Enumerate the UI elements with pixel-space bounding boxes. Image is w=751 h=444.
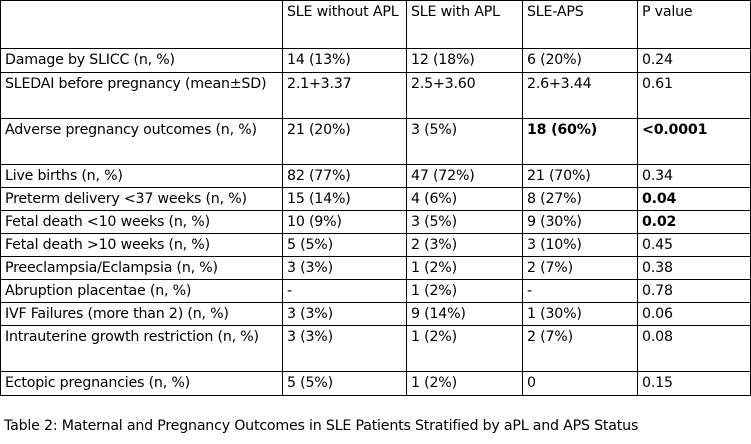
cell-sle-with-apl: 2.5+3.60 (406, 72, 523, 119)
cell-sle-without-apl: 82 (77%) (282, 164, 407, 188)
table-header-row: SLE without APL SLE with APL SLE-APS P v… (0, 0, 751, 49)
row-label: Intrauterine growth restriction (n, %) (0, 325, 283, 372)
header-cell-sle-aps: SLE-APS (522, 0, 638, 49)
header-cell-empty (0, 0, 283, 49)
row-label: Fetal death >10 weeks (n, %) (0, 233, 283, 257)
row-label: Preeclampsia/Eclampsia (n, %) (0, 256, 283, 280)
table-row: IVF Failures (more than 2) (n, %) 3 (3%)… (0, 302, 751, 326)
cell-p-value: 0.15 (637, 371, 751, 396)
cell-sle-without-apl: 2.1+3.37 (282, 72, 407, 119)
table-row: Intrauterine growth restriction (n, %) 3… (0, 325, 751, 372)
cell-sle-with-apl: 9 (14%) (406, 302, 523, 326)
cell-p-value: 0.78 (637, 279, 751, 303)
cell-p-value: 0.02 (637, 210, 751, 234)
cell-sle-without-apl: 3 (3%) (282, 325, 407, 372)
cell-sle-without-apl: 14 (13%) (282, 48, 407, 73)
cell-sle-without-apl: 15 (14%) (282, 187, 407, 211)
cell-sle-without-apl: 10 (9%) (282, 210, 407, 234)
table-row: Abruption placentae (n, %) - 1 (2%) - 0.… (0, 279, 751, 303)
cell-sle-aps: 8 (27%) (522, 187, 638, 211)
cell-sle-with-apl: 47 (72%) (406, 164, 523, 188)
cell-sle-without-apl: 5 (5%) (282, 233, 407, 257)
cell-sle-aps: 1 (30%) (522, 302, 638, 326)
outcomes-table: SLE without APL SLE with APL SLE-APS P v… (0, 0, 751, 396)
header-cell-sle-without-apl: SLE without APL (282, 0, 407, 49)
cell-p-value: 0.45 (637, 233, 751, 257)
cell-sle-without-apl: 5 (5%) (282, 371, 407, 396)
cell-sle-aps: 6 (20%) (522, 48, 638, 73)
cell-sle-with-apl: 3 (5%) (406, 118, 523, 165)
cell-sle-without-apl: 21 (20%) (282, 118, 407, 165)
header-cell-sle-with-apl: SLE with APL (406, 0, 523, 49)
table-row: Live births (n, %) 82 (77%) 47 (72%) 21 … (0, 164, 751, 188)
cell-sle-without-apl: 3 (3%) (282, 256, 407, 280)
header-cell-p-value: P value (637, 0, 751, 49)
cell-p-value: 0.38 (637, 256, 751, 280)
cell-p-value: 0.24 (637, 48, 751, 73)
row-label: IVF Failures (more than 2) (n, %) (0, 302, 283, 326)
cell-sle-with-apl: 2 (3%) (406, 233, 523, 257)
cell-sle-aps: - (522, 279, 638, 303)
cell-sle-aps: 2 (7%) (522, 256, 638, 280)
table-row: Fetal death >10 weeks (n, %) 5 (5%) 2 (3… (0, 233, 751, 257)
cell-p-value: 0.08 (637, 325, 751, 372)
row-label: Damage by SLICC (n, %) (0, 48, 283, 73)
cell-sle-with-apl: 1 (2%) (406, 325, 523, 372)
table-row: Preeclampsia/Eclampsia (n, %) 3 (3%) 1 (… (0, 256, 751, 280)
cell-p-value: <0.0001 (637, 118, 751, 165)
cell-p-value: 0.06 (637, 302, 751, 326)
cell-p-value: 0.04 (637, 187, 751, 211)
row-label: Live births (n, %) (0, 164, 283, 188)
table-row: Fetal death <10 weeks (n, %) 10 (9%) 3 (… (0, 210, 751, 234)
cell-sle-with-apl: 1 (2%) (406, 279, 523, 303)
table-row: SLEDAI before pregnancy (mean±SD) 2.1+3.… (0, 72, 751, 119)
cell-sle-with-apl: 1 (2%) (406, 256, 523, 280)
table-row: Preterm delivery <37 weeks (n, %) 15 (14… (0, 187, 751, 211)
cell-sle-without-apl: 3 (3%) (282, 302, 407, 326)
cell-sle-aps: 21 (70%) (522, 164, 638, 188)
cell-sle-aps: 2.6+3.44 (522, 72, 638, 119)
cell-p-value: 0.61 (637, 72, 751, 119)
row-label: Ectopic pregnancies (n, %) (0, 371, 283, 396)
table-row: Ectopic pregnancies (n, %) 5 (5%) 1 (2%)… (0, 371, 751, 396)
table-caption: Table 2: Maternal and Pregnancy Outcomes… (4, 418, 639, 434)
table-row: Adverse pregnancy outcomes (n, %) 21 (20… (0, 118, 751, 165)
cell-sle-aps: 2 (7%) (522, 325, 638, 372)
row-label: Adverse pregnancy outcomes (n, %) (0, 118, 283, 165)
row-label: Fetal death <10 weeks (n, %) (0, 210, 283, 234)
cell-sle-with-apl: 4 (6%) (406, 187, 523, 211)
row-label: Abruption placentae (n, %) (0, 279, 283, 303)
cell-sle-aps: 18 (60%) (522, 118, 638, 165)
cell-p-value: 0.34 (637, 164, 751, 188)
cell-sle-with-apl: 12 (18%) (406, 48, 523, 73)
cell-sle-with-apl: 3 (5%) (406, 210, 523, 234)
cell-sle-without-apl: - (282, 279, 407, 303)
table-row: Damage by SLICC (n, %) 14 (13%) 12 (18%)… (0, 48, 751, 73)
cell-sle-aps: 3 (10%) (522, 233, 638, 257)
cell-sle-with-apl: 1 (2%) (406, 371, 523, 396)
cell-sle-aps: 0 (522, 371, 638, 396)
row-label: Preterm delivery <37 weeks (n, %) (0, 187, 283, 211)
row-label: SLEDAI before pregnancy (mean±SD) (0, 72, 283, 119)
cell-sle-aps: 9 (30%) (522, 210, 638, 234)
